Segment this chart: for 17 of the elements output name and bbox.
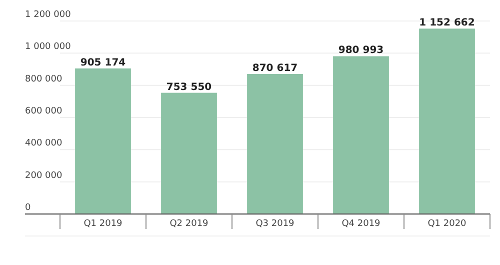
- data-label: 870 617: [252, 62, 298, 74]
- x-tick-label: Q4 2019: [342, 219, 381, 229]
- y-tick-label: 400 000: [25, 138, 62, 149]
- y-tick-label: 600 000: [25, 106, 62, 116]
- x-tick-label: Q3 2019: [256, 219, 295, 229]
- data-label: 753 550: [166, 82, 212, 93]
- y-tick-label: 800 000: [25, 74, 62, 84]
- x-tick-label: Q2 2019: [170, 219, 209, 229]
- x-tick-label: Q1 2019: [84, 219, 123, 229]
- data-label: 1 152 662: [419, 18, 475, 29]
- x-tick-label: Q1 2020: [428, 219, 467, 229]
- y-tick-label: 1 200 000: [25, 10, 72, 20]
- y-tick-label: 200 000: [25, 170, 62, 181]
- data-label: 905 174: [80, 57, 126, 68]
- y-tick-label: 1 000 000: [25, 42, 72, 52]
- y-tick-label: 0: [25, 203, 31, 213]
- data-label: 980 993: [338, 45, 384, 56]
